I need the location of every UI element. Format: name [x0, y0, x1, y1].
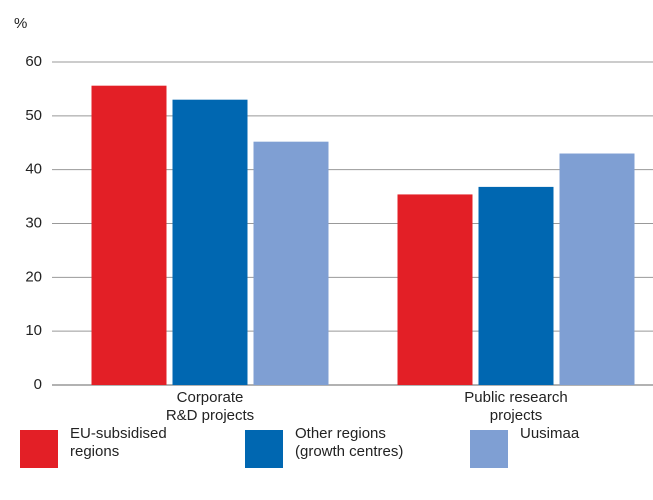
legend-label: EU-subsidised regions [70, 425, 167, 460]
legend-swatch [245, 430, 283, 468]
legend-label: Other regions (growth centres) [295, 425, 404, 460]
bar [172, 99, 248, 385]
y-tick-label: 50 [25, 107, 42, 124]
y-tick-label: 30 [25, 214, 42, 231]
bar [91, 85, 167, 385]
bar [478, 186, 554, 385]
y-axis-label: % [14, 15, 27, 32]
legend-label: Uusimaa [520, 425, 580, 442]
y-tick-label: 40 [25, 161, 42, 178]
legend-swatch [20, 430, 58, 468]
bar [397, 194, 473, 385]
legend-swatch [470, 430, 508, 468]
x-tick-label: Corporate R&D projects [165, 389, 255, 424]
y-tick-label: 20 [25, 268, 42, 285]
y-tick-label: 10 [25, 322, 42, 339]
y-tick-label: 60 [25, 53, 42, 70]
y-tick-label: 0 [34, 376, 42, 393]
bar [253, 141, 329, 385]
x-tick-label: Public research projects [464, 389, 568, 424]
bar [559, 153, 635, 385]
